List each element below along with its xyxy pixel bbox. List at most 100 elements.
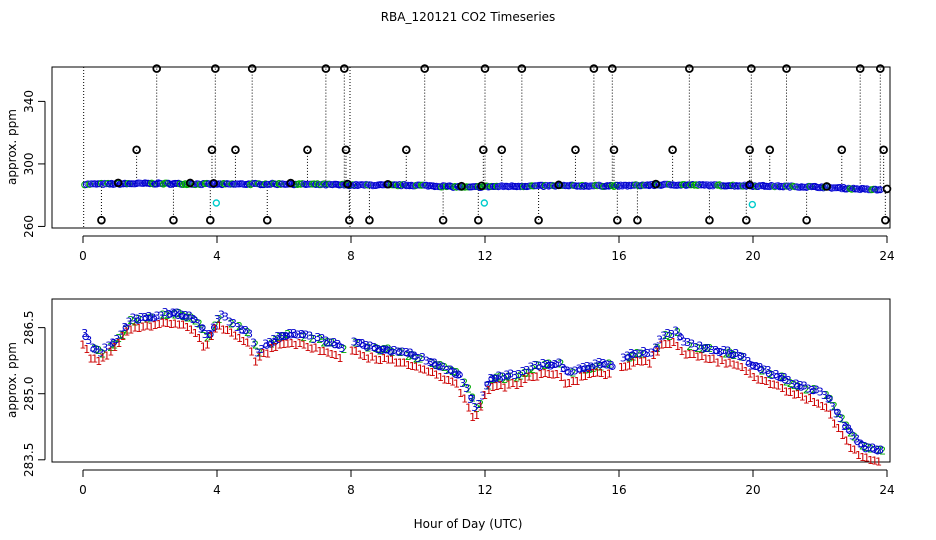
bottom-series-3-point: 3 [202,328,209,341]
bottom-series-1-point: 1 [650,349,657,362]
bottom-series-3-point: 3 [326,337,333,350]
top-data-point [438,183,445,191]
bottom-series-1-point: 1 [216,320,223,333]
bottom-series-3-point: 3 [258,343,265,356]
top-y-tick-label: 340 [22,90,36,113]
bottom-series-2-point: 2 [759,365,766,378]
bottom-series-1-point: 1 [176,318,183,331]
bottom-series-o-point [653,345,660,353]
bottom-series-1-point: 1 [570,375,577,388]
bottom-series-1-point: 1 [111,341,118,354]
top-data-point [741,181,749,189]
bottom-series-3-point: 3 [692,341,699,354]
bottom-series-o-point [797,384,805,391]
bottom-series-1-point: 1 [771,379,778,392]
bottom-series-2-point: 2 [228,317,235,330]
bottom-series-3-point: 3 [459,377,466,390]
top-outlier-point [209,178,218,188]
bottom-series-1-point: 1 [485,384,492,397]
bottom-series-o-point [870,446,877,453]
bottom-series-1-point: 1 [554,368,561,381]
bottom-series-2-point: 2 [606,358,613,371]
bottom-series-1-point: 1 [409,360,416,373]
bottom-series-1-point: 1 [184,321,191,334]
top-x-tick-label: 8 [347,249,355,263]
top-x-tick-label: 12 [477,249,492,263]
bottom-series-1-point: 1 [505,378,512,391]
bottom-series-1-point: 1 [779,382,786,395]
bottom-series-o-point [150,315,158,322]
top-data-point [623,182,631,190]
bottom-series-3-point: 3 [829,400,836,413]
bottom-series-1-point: 1 [670,336,677,349]
bottom-series-1-point: 1 [533,370,540,383]
bottom-series-o-point [713,347,721,355]
top-data-point [401,181,409,189]
top-cyan-point [480,199,489,207]
top-outlier-point [345,215,354,225]
top-outlier-point [685,64,694,73]
bottom-series-2-point: 2 [626,351,633,364]
bottom-series-2-point: 2 [779,371,786,384]
bottom-series-3-point: 3 [604,358,611,371]
top-data-point [97,179,105,187]
bottom-series-2-point: 2 [397,346,404,359]
bottom-series-1-point: 1 [634,355,641,368]
bottom-series-3-point: 3 [407,347,414,360]
top-data-point [766,183,774,191]
bottom-series-3-point: 3 [644,347,651,360]
bottom-series-1-point: 1 [457,387,464,400]
bottom-series-o-point [504,373,512,380]
bottom-series-o-point [826,395,833,403]
bottom-series-1-point: 1 [698,350,705,363]
bottom-series-3-point: 3 [684,336,691,349]
top-outlier-point [782,64,791,73]
bottom-series-1-point: 1 [783,386,790,399]
bottom-series-1-point: 1 [702,352,709,365]
bottom-series-1-point: 1 [365,352,372,365]
bottom-series-1-point: 1 [791,388,798,401]
bottom-series-o-point [468,394,475,402]
bottom-series-3-point: 3 [129,311,136,324]
bottom-series-3-point: 3 [809,384,816,397]
top-data-point [838,185,846,193]
bottom-series-2-point: 2 [767,368,774,381]
bottom-series-1-point: 1 [525,371,532,384]
bottom-series-1-point: 1 [91,353,98,366]
bottom-series-2-point: 2 [859,440,866,453]
bottom-series-o-point [428,358,435,366]
bottom-series-o-point [452,371,459,378]
top-outlier-point [341,145,351,155]
bottom-series-3-point: 3 [833,407,840,420]
bottom-series-1-point: 1 [413,361,420,374]
bottom-series-o-point [211,324,218,331]
bottom-series-3-point: 3 [278,330,285,343]
bottom-series-2-point: 2 [875,444,882,457]
bottom-series-3-point: 3 [302,329,309,342]
top-data-point [622,181,630,189]
bottom-series-o-point [729,352,737,359]
top-data-point [786,183,794,191]
bottom-series-3-point: 3 [688,338,695,351]
top-data-point [578,181,586,189]
bottom-series-3-point: 3 [178,309,185,322]
chart-title: RBA_120121 CO2 Timeseries [381,10,556,24]
bottom-series-1-point: 1 [103,349,110,362]
bottom-series-3-point: 3 [552,358,559,371]
top-outlier-point [211,64,220,73]
bottom-series-2-point: 2 [702,342,709,355]
bottom-series-o-point [810,387,817,395]
bottom-series-2-point: 2 [429,357,436,370]
bottom-series-3-point: 3 [773,368,780,381]
bottom-series-1-point: 1 [144,319,151,332]
bottom-series-2-point: 2 [465,383,472,396]
top-data-point [610,183,618,190]
bottom-series-o-point [387,348,395,356]
bottom-series-1-point: 1 [220,323,227,336]
top-outlier-point [747,64,756,73]
bottom-series-3-point: 3 [789,378,796,391]
bottom-series-3-point: 3 [777,371,784,384]
top-outlier-point [745,180,754,190]
bottom-series-2-point: 2 [594,361,601,374]
bottom-series-1-point: 1 [304,341,311,354]
